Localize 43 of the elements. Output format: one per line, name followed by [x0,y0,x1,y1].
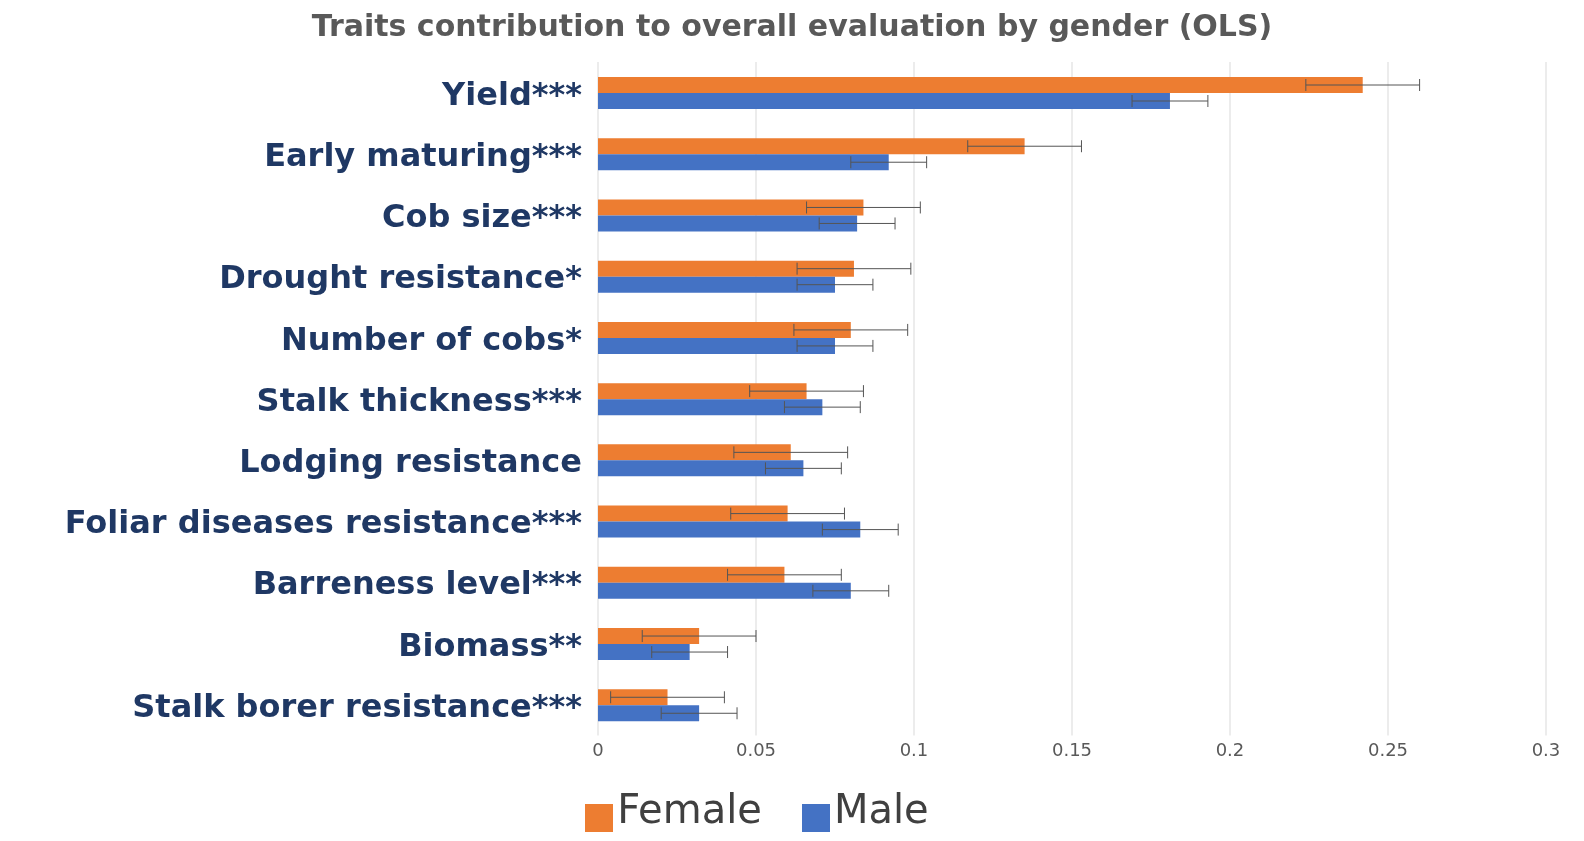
bar [598,566,785,583]
bar [598,77,1363,93]
chart-title: Traits contribution to overall evaluation by gender (OLS) [310,8,1274,45]
x-tick-label: 0 [592,739,604,761]
bar [598,199,864,216]
x-tick-label: 0.2 [1215,739,1245,761]
y-tick-label: Cob size*** [381,197,583,236]
bar [598,689,668,706]
y-tick-label: Stalk thickness*** [256,380,583,419]
bar [598,628,700,645]
bar [598,705,700,722]
bar [598,644,690,661]
y-tick-label: Lodging resistance [239,441,582,480]
bar [598,260,854,277]
bar [598,383,807,400]
bar [598,399,823,416]
y-tick-label: Yield*** [441,74,583,113]
bar [598,276,835,293]
y-tick-label: Number of cobs* [280,319,583,358]
y-tick-label: Drought resistance* [219,258,583,297]
y-tick-label: Foliar diseases resistance*** [64,503,583,542]
bar [598,93,1170,109]
x-tick-label: 0.3 [1531,739,1561,761]
y-tick-label: Barreness level*** [252,564,583,603]
y-tick-label: Early maturing*** [264,135,583,174]
legend-label: Male [833,785,929,832]
bar [598,521,861,538]
bar [598,582,851,599]
x-tick-label: 0.05 [735,739,777,761]
bar [598,444,791,461]
legend-label: Female [617,785,762,832]
bar [598,321,851,338]
x-tick-label: 0.15 [1051,739,1093,761]
bar [598,138,1025,155]
x-tick-label: 0.1 [899,739,929,761]
bar [598,505,788,522]
y-tick-label: Stalk borer resistance*** [132,686,583,725]
bar [598,460,804,477]
x-tick-label: 0.25 [1367,739,1409,761]
y-tick-label: Biomass** [398,625,583,664]
bar [598,337,835,354]
bar [598,215,858,232]
bar [598,154,889,171]
